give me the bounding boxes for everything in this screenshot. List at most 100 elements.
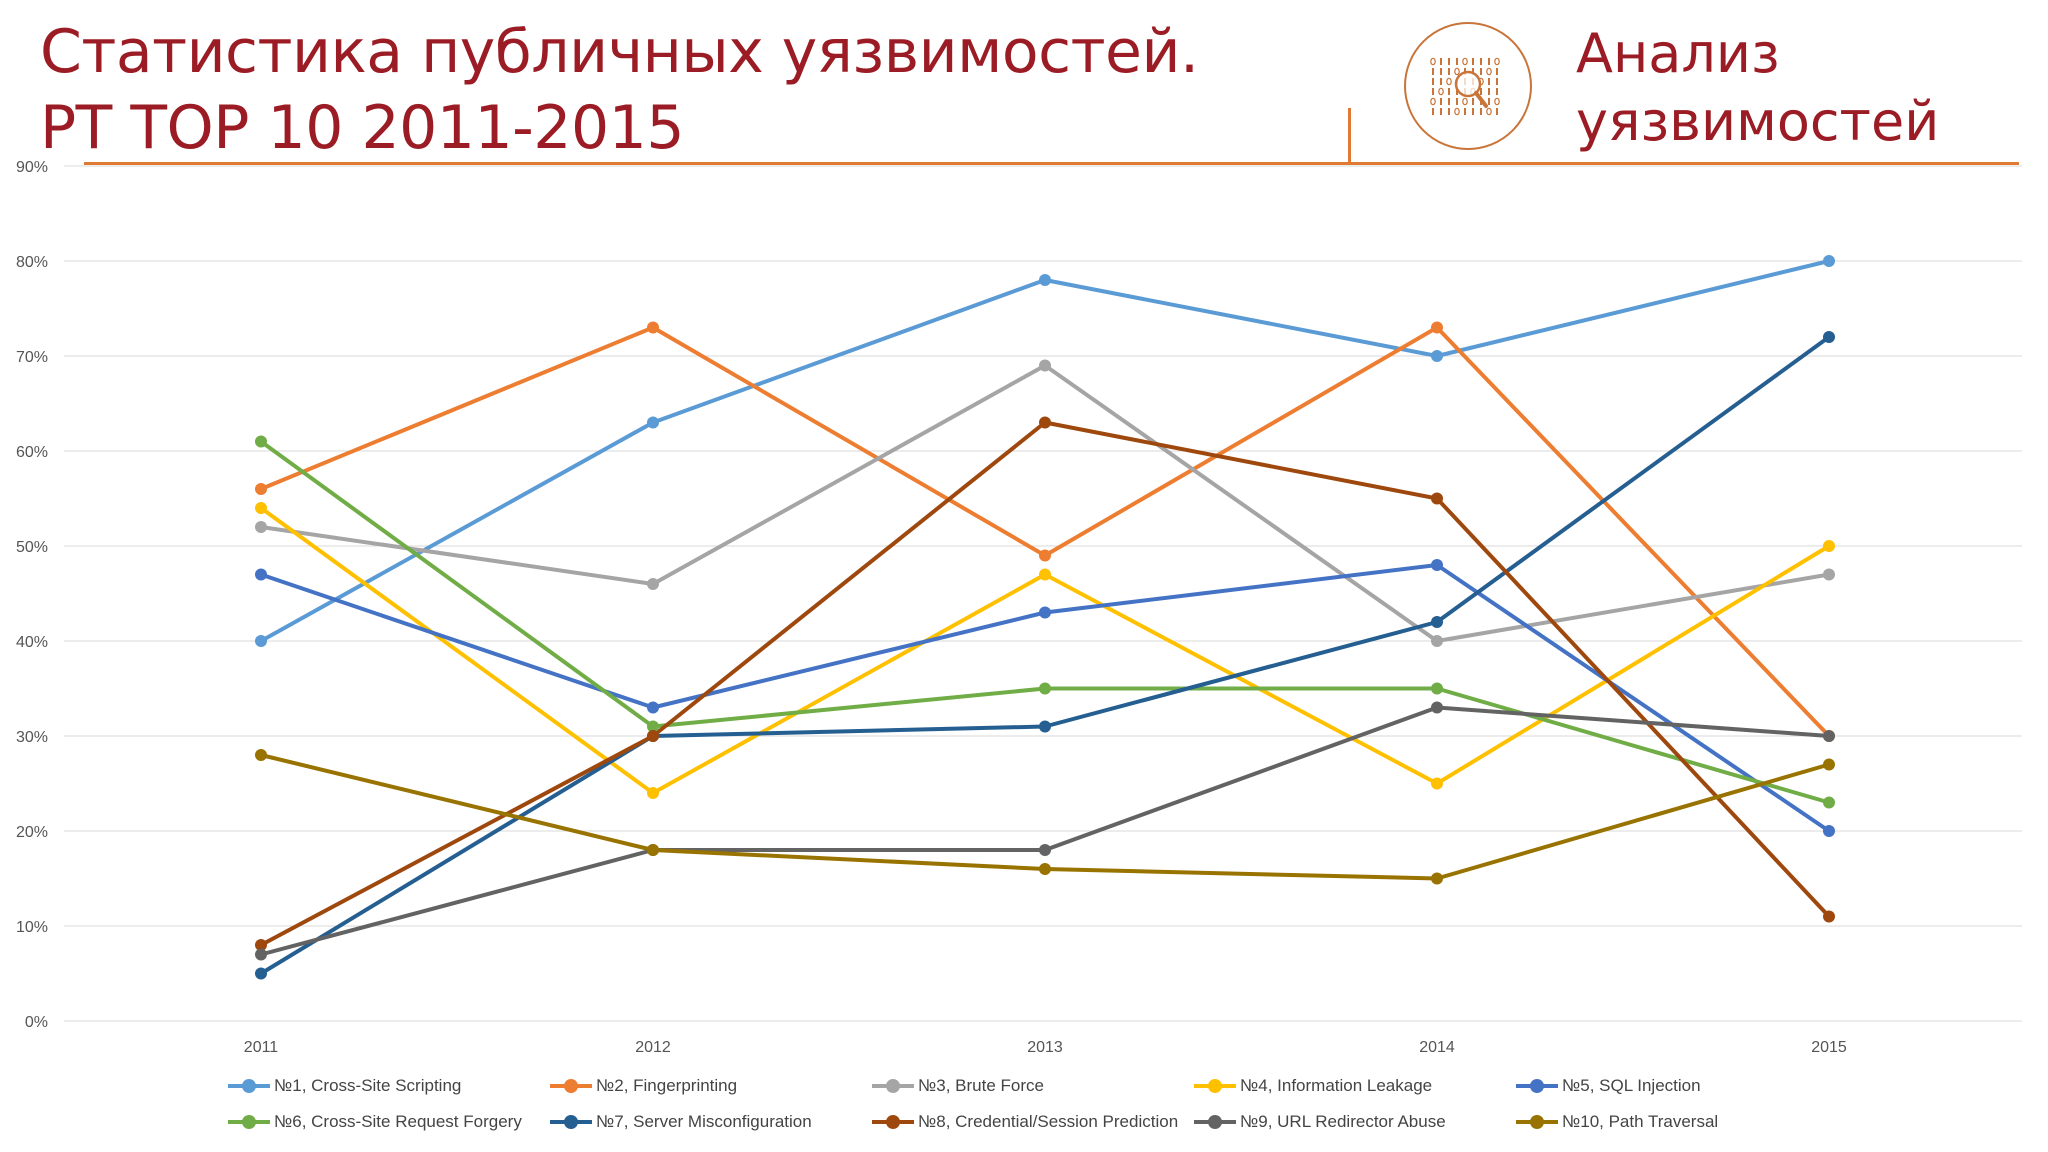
- data-point-s10: [255, 749, 267, 761]
- legend-swatch: [226, 1110, 272, 1134]
- y-tick-label: 10%: [16, 919, 48, 936]
- data-point-s1: [1823, 255, 1835, 267]
- legend-swatch: [1192, 1110, 1238, 1134]
- data-point-s3: [1039, 359, 1051, 372]
- series-line-3: [259, 363, 1831, 643]
- legend-item: №8, Credential/Session Prediction: [870, 1110, 1192, 1134]
- y-tick-label: 40%: [16, 634, 48, 651]
- data-point-s7: [1431, 616, 1443, 628]
- legend-swatch: [870, 1110, 916, 1134]
- data-point-s6: [255, 435, 267, 448]
- data-point-s8: [1039, 416, 1051, 429]
- legend-swatch: [1514, 1074, 1560, 1098]
- data-point-s4: [1431, 777, 1443, 790]
- title-line-2: PT TOP 10 2011-2015: [40, 93, 684, 163]
- legend-label: №9, URL Redirector Abuse: [1240, 1112, 1446, 1131]
- legend-swatch: [226, 1074, 272, 1098]
- data-point-s5: [1823, 825, 1835, 837]
- data-point-s10: [647, 844, 659, 856]
- data-point-s9: [255, 948, 267, 961]
- data-point-s5: [647, 701, 659, 714]
- data-point-s2: [1039, 549, 1051, 562]
- data-point-s9: [1823, 730, 1835, 742]
- y-tick-label: 80%: [16, 254, 48, 271]
- data-point-s3: [1823, 568, 1835, 581]
- data-point-s6: [647, 720, 659, 733]
- series-line-6: [259, 439, 1831, 805]
- legend-item: №10, Path Traversal: [1514, 1110, 1836, 1134]
- series-line-10: [259, 753, 1831, 881]
- legend-label: №8, Credential/Session Prediction: [918, 1112, 1179, 1131]
- legend-label: №10, Path Traversal: [1562, 1112, 1719, 1131]
- data-point-s5: [1431, 559, 1443, 571]
- data-point-s2: [1431, 321, 1443, 334]
- section-title-line-2: уязвимостей: [1576, 90, 1940, 153]
- data-point-s1: [1431, 350, 1443, 362]
- data-point-s6: [1431, 682, 1443, 695]
- page-title: Статистика публичных уязвимостей. PT TOP…: [40, 14, 1199, 166]
- data-point-s10: [1039, 863, 1051, 875]
- legend-swatch: [548, 1074, 594, 1098]
- legend-swatch: [870, 1074, 916, 1098]
- data-point-s3: [1431, 635, 1443, 647]
- data-point-s7: [1823, 331, 1835, 343]
- x-tick-label: 2013: [1027, 1039, 1063, 1056]
- data-point-s2: [255, 483, 267, 495]
- data-point-s6: [1823, 796, 1835, 809]
- y-tick-label: 70%: [16, 349, 48, 366]
- binary-magnifier-icon: [1404, 22, 1532, 150]
- data-point-s9: [1431, 701, 1443, 714]
- legend-item: №6, Cross-Site Request Forgery: [226, 1110, 548, 1134]
- data-point-s8: [255, 939, 267, 951]
- legend-label: №1, Cross-Site Scripting: [274, 1076, 462, 1095]
- data-point-s10: [1431, 872, 1443, 885]
- data-point-s8: [1823, 910, 1835, 923]
- data-point-s1: [1039, 274, 1051, 286]
- data-point-s8: [1431, 492, 1443, 505]
- legend-item: №2, Fingerprinting: [548, 1074, 870, 1098]
- series-line-2: [259, 325, 1831, 738]
- legend-swatch: [548, 1110, 594, 1134]
- legend-label: №2, Fingerprinting: [596, 1076, 738, 1095]
- data-point-s4: [647, 787, 659, 799]
- y-tick-label: 50%: [16, 539, 48, 556]
- data-point-s4: [1823, 540, 1835, 552]
- section-title-line-1: Анализ: [1576, 22, 1780, 85]
- line-chart: 0% 10% 20% 30% 40% 50% 60% 70% 80% 90% 2011 2012 201…: [16, 159, 2022, 1056]
- legend-swatch: [1514, 1110, 1560, 1134]
- y-tick-label: 90%: [16, 159, 48, 176]
- series-line-5: [259, 563, 1831, 833]
- legend-swatch: [1192, 1074, 1238, 1098]
- data-point-s10: [1823, 758, 1835, 771]
- data-point-s5: [1039, 606, 1051, 619]
- header-divider: [84, 162, 2019, 165]
- y-tick-label: 60%: [16, 444, 48, 461]
- y-tick-label: 30%: [16, 729, 48, 746]
- legend-item: №9, URL Redirector Abuse: [1192, 1110, 1514, 1134]
- legend-label: №3, Brute Force: [918, 1076, 1044, 1095]
- data-point-s4: [255, 502, 267, 514]
- legend-item: №5, SQL Injection: [1514, 1074, 1836, 1098]
- legend-item: №7, Server Misconfiguration: [548, 1110, 870, 1134]
- title-line-1: Статистика публичных уязвимостей.: [40, 17, 1199, 87]
- data-point-s7: [1039, 720, 1051, 733]
- legend-label: №7, Server Misconfiguration: [596, 1112, 812, 1131]
- y-tick-label: 20%: [16, 824, 48, 841]
- x-tick-label: 2014: [1419, 1039, 1455, 1056]
- x-tick-label: 2011: [244, 1039, 279, 1056]
- data-point-s8: [647, 730, 659, 742]
- data-point-s9: [1039, 844, 1051, 856]
- legend-label: №5, SQL Injection: [1562, 1076, 1701, 1095]
- data-point-s3: [255, 521, 267, 533]
- data-point-s3: [647, 578, 659, 590]
- data-point-s1: [255, 635, 267, 647]
- y-tick-label: 0%: [25, 1014, 48, 1031]
- legend-item: №3, Brute Force: [870, 1074, 1192, 1098]
- legend-label: №6, Cross-Site Request Forgery: [274, 1112, 522, 1131]
- data-point-s1: [647, 416, 659, 429]
- data-point-s6: [1039, 682, 1051, 695]
- header-divider-tick: [1348, 108, 1351, 164]
- data-point-s5: [255, 568, 267, 581]
- legend-item: №1, Cross-Site Scripting: [226, 1074, 548, 1098]
- section-title: Анализ уязвимостей: [1576, 20, 1939, 156]
